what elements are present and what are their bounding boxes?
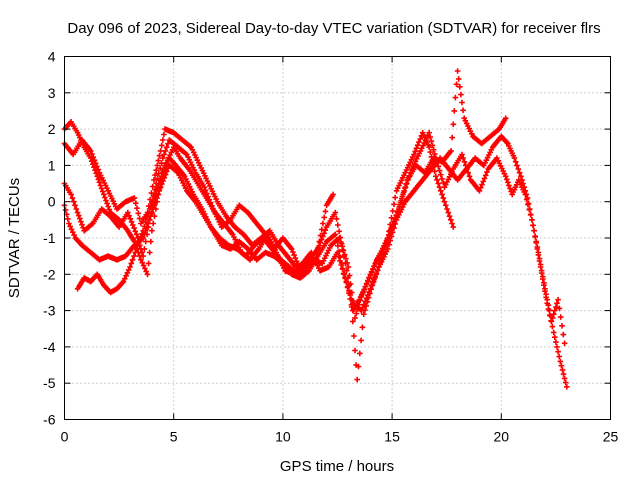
x-tick-label: 20: [494, 429, 510, 445]
y-tick-label: -4: [43, 339, 56, 355]
y-tick-label: 0: [48, 194, 56, 210]
x-tick-label: 5: [170, 429, 178, 445]
chart-title: Day 096 of 2023, Sidereal Day-to-day VTE…: [67, 20, 600, 37]
y-tick-label: -2: [43, 266, 56, 282]
y-tick-label: 4: [48, 49, 56, 65]
y-tick-label: -6: [43, 412, 56, 428]
y-tick-label: 2: [48, 121, 56, 137]
y-tick-label: 3: [48, 85, 56, 101]
y-tick-label: -1: [43, 230, 56, 246]
y-tick-label: -3: [43, 303, 56, 319]
x-tick-label: 15: [384, 429, 400, 445]
y-tick-label: -5: [43, 375, 56, 391]
data-point-markers: [74, 155, 336, 296]
series-track-5: [74, 155, 336, 296]
y-axis-label: SDTVAR / TECUs: [6, 178, 23, 298]
x-axis: 0 5 10 15 20 25: [61, 56, 619, 445]
data-point-markers: [61, 68, 509, 383]
data-marks: [61, 68, 570, 390]
series-track-2: [61, 68, 509, 383]
grid: [64, 56, 611, 420]
x-tick-label: 0: [61, 429, 69, 445]
x-axis-label: GPS time / hours: [280, 458, 394, 475]
x-tick-label: 25: [603, 429, 619, 445]
y-tick-label: 1: [48, 157, 56, 173]
x-tick-label: 10: [275, 429, 291, 445]
y-axis: -6 -5 -4 -3 -2 -1 0 1 2 3 4: [43, 49, 611, 428]
